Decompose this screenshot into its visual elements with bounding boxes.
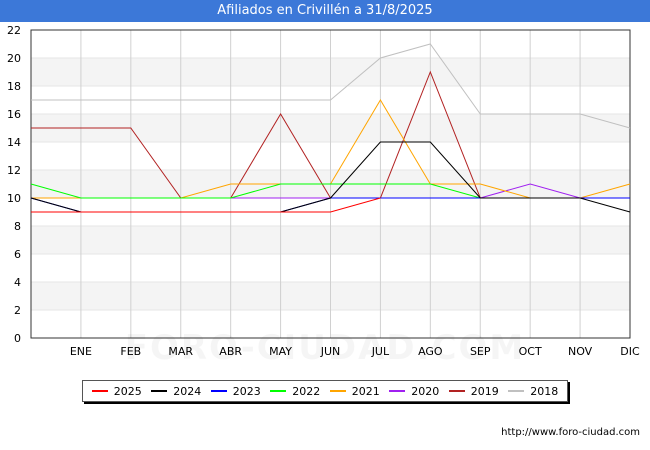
x-tick-label: MAR xyxy=(168,345,193,358)
x-tick-label: FEB xyxy=(120,345,141,358)
x-tick-label: SEP xyxy=(470,345,491,358)
y-tick-label: 10 xyxy=(7,192,21,205)
legend-item-2024: 2024 xyxy=(151,385,201,398)
chart-legend: 2025 2024 2023 2022 2021 2020 2019 2018 xyxy=(82,380,568,402)
y-tick-label: 14 xyxy=(7,136,21,149)
legend-item-2020: 2020 xyxy=(389,385,439,398)
watermark: FORO-CIUDAD.COM xyxy=(0,328,650,368)
legend-swatch xyxy=(448,390,465,392)
legend-item-2019: 2019 xyxy=(448,384,499,398)
x-tick-label: ABR xyxy=(219,345,242,358)
legend-swatch xyxy=(270,390,287,392)
chart-title: Afiliados en Crivillén a 31/8/2025 xyxy=(0,0,650,22)
source-url[interactable]: http://www.foro-ciudad.com xyxy=(501,427,640,438)
y-tick-label: 12 xyxy=(7,164,21,177)
y-tick-label: 22 xyxy=(7,24,21,37)
x-tick-label: DIC xyxy=(620,345,640,358)
legend-item-2022: 2022 xyxy=(270,385,320,398)
legend-item-2021: 2021 xyxy=(329,384,380,398)
x-tick-label: OCT xyxy=(519,345,542,358)
legend-label: 2023 xyxy=(232,384,261,398)
x-tick-label: ENE xyxy=(70,345,92,358)
legend-label: 2019 xyxy=(470,384,499,398)
x-tick-label: MAY xyxy=(269,345,292,358)
y-tick-label: 6 xyxy=(14,248,21,261)
y-tick-label: 16 xyxy=(7,108,21,121)
legend-label: 2018 xyxy=(530,384,559,398)
y-tick-label: 2 xyxy=(14,304,21,317)
legend-item-2018: 2018 xyxy=(508,385,558,398)
legend-label: 2022 xyxy=(292,384,321,398)
legend-swatch xyxy=(329,390,346,392)
legend-swatch xyxy=(389,390,406,392)
legend-swatch xyxy=(508,390,525,392)
x-tick-label: AGO xyxy=(418,345,443,358)
x-tick-label: NOV xyxy=(568,345,593,358)
y-tick-label: 8 xyxy=(14,220,21,233)
legend-label: 2021 xyxy=(351,384,380,398)
legend-item-2025: 2025 xyxy=(91,384,142,398)
y-tick-label: 0 xyxy=(14,332,21,345)
legend-label: 2024 xyxy=(173,384,202,398)
y-tick-label: 18 xyxy=(7,80,21,93)
y-tick-label: 20 xyxy=(7,52,21,65)
series-line-2025 xyxy=(31,197,381,213)
legend-label: 2020 xyxy=(411,384,440,398)
x-tick-label: JUN xyxy=(320,345,341,358)
legend-swatch xyxy=(210,390,227,392)
legend-item-2023: 2023 xyxy=(210,384,261,398)
y-tick-label: 4 xyxy=(14,276,21,289)
x-tick-label: JUL xyxy=(371,345,390,358)
legend-swatch xyxy=(91,390,108,392)
series-line-2018 xyxy=(31,43,631,129)
legend-swatch xyxy=(151,390,168,392)
legend-label: 2025 xyxy=(113,384,142,398)
